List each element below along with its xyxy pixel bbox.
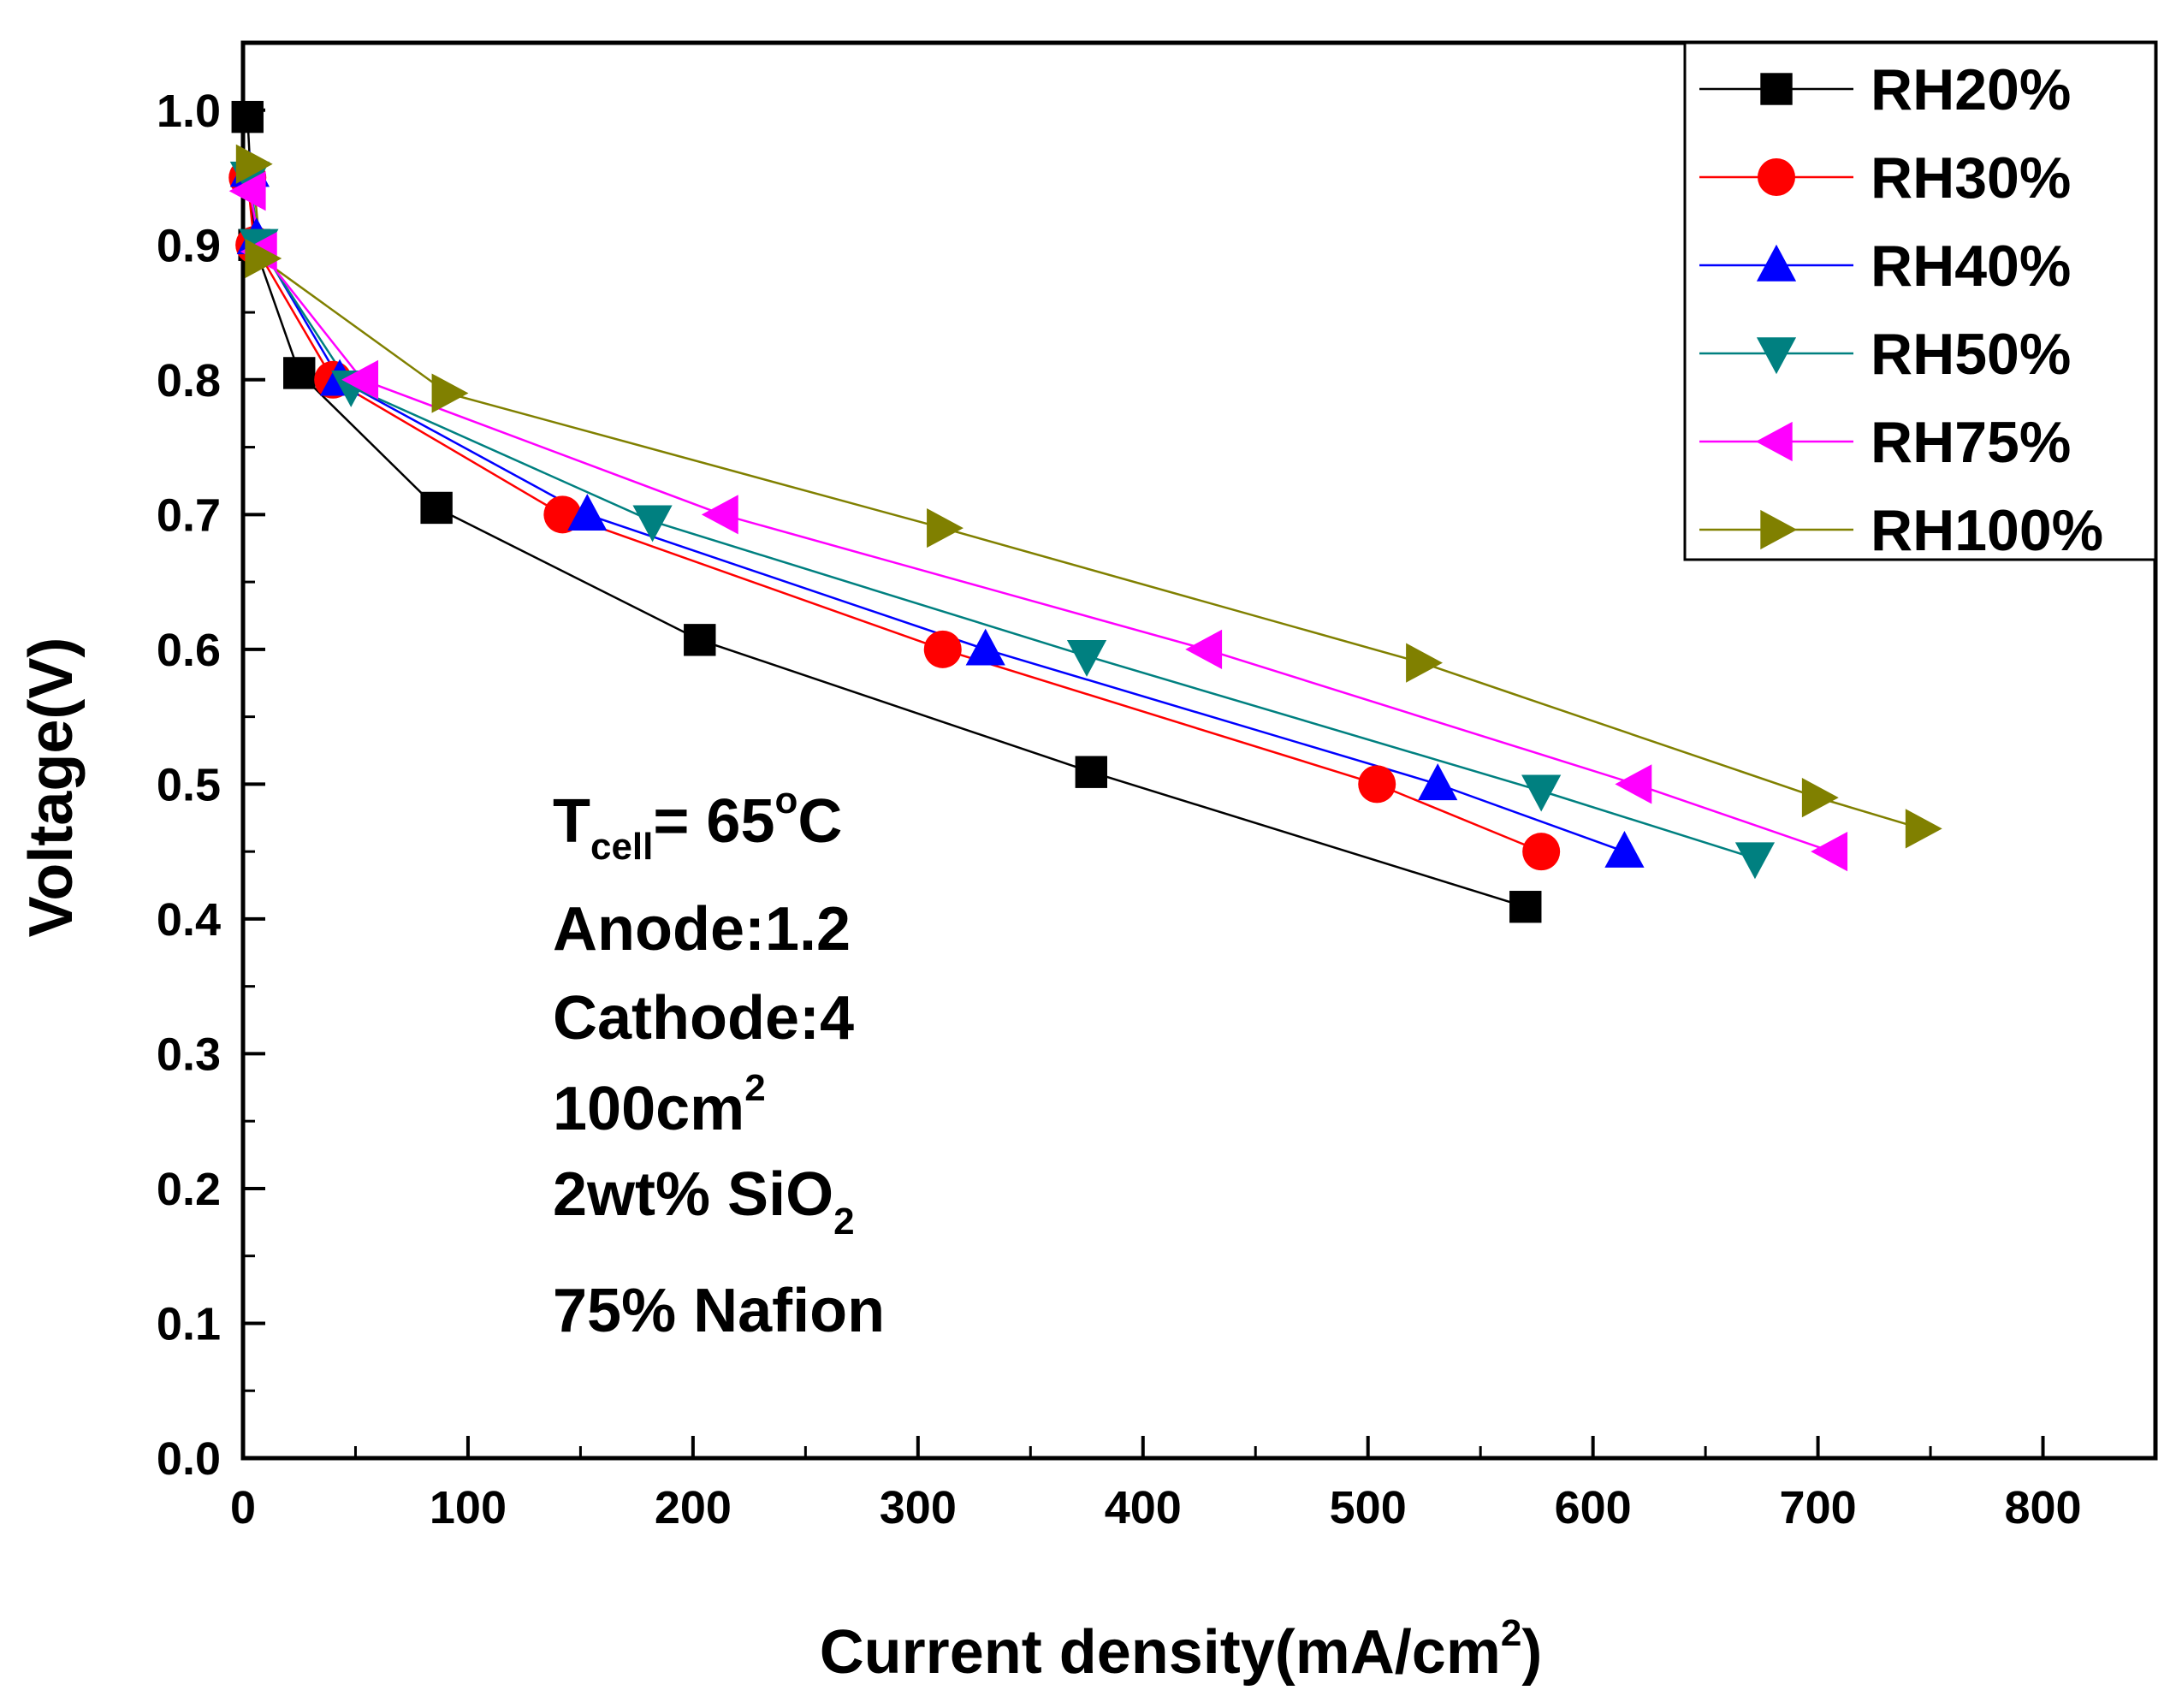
legend-label-rh75: RH75% — [1871, 410, 2071, 475]
data-point-rh50 — [1521, 774, 1562, 812]
legend-marker-rh40 — [1756, 244, 1797, 282]
legend-label-rh50: RH50% — [1871, 322, 2071, 387]
data-point-rh100 — [1801, 778, 1839, 818]
annotation-tcell-deg: o — [775, 780, 798, 821]
annotation-tcell: Tcell= 65oC — [553, 780, 842, 868]
y-tick-label: 0.5 — [157, 759, 221, 810]
annotation-sio2: 2wt% SiO2 — [553, 1160, 855, 1242]
legend-label-rh20: RH20% — [1871, 57, 2071, 122]
x-axis-title: Current density(mA/cm2) — [820, 1612, 1543, 1687]
x-tick-label: 100 — [430, 1482, 507, 1533]
data-point-rh30 — [1358, 765, 1396, 804]
legend-label-rh100: RH100% — [1871, 498, 2103, 563]
plot-frame — [240, 40, 2158, 1461]
legend: RH20% RH30% RH40% RH50% RH75% RH100% — [1683, 41, 2157, 563]
data-point-rh100 — [1406, 643, 1444, 683]
y-tick-label: 0.7 — [157, 489, 221, 541]
data-point-rh75 — [228, 171, 266, 211]
legend-label-rh40: RH40% — [1871, 234, 2071, 299]
series-markers — [228, 100, 1942, 923]
data-point-rh75 — [701, 495, 738, 535]
annotation-sio2-main: 2wt% SiO — [553, 1160, 833, 1229]
x-tick-label: 400 — [1105, 1482, 1182, 1533]
annotation-nafion: 75% Nafion — [553, 1277, 885, 1345]
data-point-rh20 — [283, 357, 316, 389]
annotation-area: 100cm2 — [553, 1067, 766, 1143]
x-axis-title-sup: 2 — [1501, 1612, 1521, 1654]
y-tick-label: 0.4 — [157, 894, 221, 946]
data-point-rh100 — [431, 373, 469, 413]
data-point-rh20 — [420, 491, 453, 525]
data-point-rh50 — [632, 505, 673, 543]
legend-marker-rh75 — [1755, 421, 1793, 462]
data-point-rh20 — [1075, 756, 1107, 788]
annotation-area-main: 100cm — [553, 1075, 744, 1143]
annotation-tcell-main: T — [553, 787, 590, 856]
annotation-cathode: Cathode:4 — [553, 984, 854, 1053]
annotation-block: Tcell= 65oC Anode:1.2 Cathode:4 100cm2 2… — [553, 780, 885, 1345]
annotation-tcell-sub: cell — [590, 826, 653, 868]
annotation-anode: Anode:1.2 — [553, 895, 851, 964]
data-point-rh100 — [245, 238, 282, 279]
legend-box — [1683, 41, 2157, 561]
y-tick-label: 0.3 — [157, 1029, 221, 1080]
data-point-rh75 — [1811, 832, 1848, 872]
data-point-rh20 — [231, 100, 264, 133]
x-axis-title-close: ) — [1521, 1618, 1542, 1687]
x-tick-label: 500 — [1330, 1482, 1407, 1533]
legend-marker-rh30 — [1758, 158, 1795, 196]
y-tick-label: 0.0 — [157, 1433, 221, 1485]
x-tick-label: 0 — [230, 1482, 256, 1533]
y-tick-label: 0.1 — [157, 1298, 221, 1349]
annotation-area-sup: 2 — [744, 1067, 765, 1109]
y-tick-label: 1.0 — [157, 86, 221, 137]
y-tick-label: 0.2 — [157, 1164, 221, 1215]
annotation-sio2-sub: 2 — [833, 1201, 854, 1242]
data-point-rh75 — [1615, 764, 1652, 804]
annotation-tcell-unit: C — [797, 787, 842, 856]
y-tick-label: 0.8 — [157, 355, 221, 406]
data-point-rh100 — [927, 507, 963, 549]
x-axis: 0 100 200 300 400 500 600 700 800 — [230, 1436, 2082, 1533]
data-point-rh100 — [1905, 809, 1942, 849]
data-point-rh75 — [341, 359, 379, 400]
data-point-rh20 — [684, 624, 716, 656]
y-axis: 0.0 0.1 0.2 0.3 0.4 0.5 0.6 0.7 0.8 0.9 1.0 — [157, 86, 265, 1485]
annotation-tcell-eq: = 65 — [653, 787, 774, 856]
legend-marker-rh100 — [1760, 509, 1798, 550]
x-tick-label: 200 — [655, 1482, 732, 1533]
data-point-rh50 — [1734, 842, 1776, 880]
y-tick-label: 0.9 — [157, 220, 221, 271]
data-point-rh50 — [1066, 640, 1107, 677]
x-tick-label: 600 — [1555, 1482, 1632, 1533]
legend-marker-rh50 — [1756, 337, 1797, 375]
data-point-rh40 — [567, 494, 608, 531]
data-point-rh40 — [1604, 830, 1645, 868]
x-tick-label: 700 — [1780, 1482, 1857, 1533]
data-point-rh40 — [965, 628, 1005, 666]
data-point-rh30 — [1522, 833, 1561, 871]
data-point-rh100 — [235, 144, 273, 184]
data-point-rh75 — [1185, 629, 1223, 669]
legend-label-rh30: RH30% — [1871, 145, 2071, 211]
data-point-rh20 — [1509, 891, 1542, 923]
data-point-rh30 — [923, 630, 962, 668]
data-point-rh40 — [1418, 763, 1458, 801]
x-axis-title-main: Current density(mA/cm — [820, 1618, 1501, 1687]
x-tick-label: 300 — [880, 1482, 957, 1533]
legend-marker-rh20 — [1760, 73, 1793, 105]
y-axis-title: Voltage(V) — [17, 638, 86, 938]
y-tick-label: 0.6 — [157, 625, 221, 676]
x-tick-label: 800 — [2004, 1482, 2081, 1533]
